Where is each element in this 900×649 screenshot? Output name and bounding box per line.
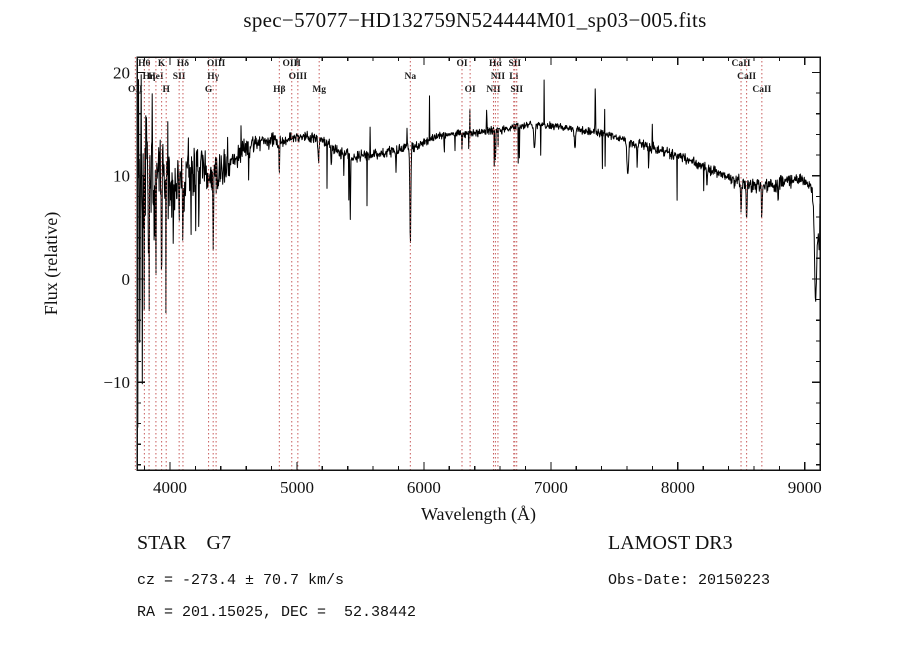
line-label: CaII <box>737 72 756 82</box>
line-label: Hδ <box>177 59 189 69</box>
x-tick-label: 6000 <box>407 478 441 497</box>
line-label: CaII <box>732 59 751 69</box>
line-label: OIII <box>207 59 226 69</box>
tick-labels: 4000 5000 6000 7000 8000 9000 −10 0 10 20 <box>103 63 821 497</box>
x-tick-label: 5000 <box>280 478 314 497</box>
line-label: Hβ <box>273 85 285 95</box>
line-label: SII <box>173 72 186 82</box>
x-tick-label: 7000 <box>534 478 568 497</box>
line-label: Hη <box>143 72 156 82</box>
line-label: NII <box>491 72 506 82</box>
line-label: OII <box>128 85 143 95</box>
line-label: CaII <box>752 85 771 95</box>
line-label: HeI <box>148 72 164 82</box>
spectral-line-markers: OIIHθHηHeIKHSIIHδGHγOIIIHβOIIIOIIIMgNaOI… <box>128 57 772 470</box>
line-label: Hθ <box>138 59 150 69</box>
line-label: Na <box>405 72 417 82</box>
y-tick-label: 0 <box>122 270 131 289</box>
y-tick-label: −10 <box>103 373 130 392</box>
line-label: Hγ <box>207 72 219 82</box>
line-label: OI <box>465 85 476 95</box>
line-label: Mg <box>312 85 326 95</box>
line-label: OI <box>456 59 467 69</box>
line-label: SII <box>510 85 523 95</box>
x-axis-label: Wavelength (Å) <box>421 504 536 525</box>
line-label: G <box>205 85 213 95</box>
plot-title: spec−57077−HD132759N524444M01_sp03−005.f… <box>243 8 707 32</box>
x-tick-label: 9000 <box>788 478 822 497</box>
x-tick-label: 8000 <box>661 478 695 497</box>
y-tick-label: 20 <box>113 63 130 82</box>
object-class-label: STAR G7 <box>137 532 231 554</box>
ra-dec-value: RA = 201.15025, DEC = 52.38442 <box>137 604 417 621</box>
line-label: SII <box>508 59 521 69</box>
y-axis-label: Flux (relative) <box>41 212 62 315</box>
line-label: H <box>163 85 171 95</box>
line-label: OIII <box>283 59 302 69</box>
line-label: NII <box>486 85 501 95</box>
axis-ticks <box>137 57 820 470</box>
obs-date: Obs-Date: 20150223 <box>608 572 771 589</box>
cz-value: cz = -273.4 ± 70.7 km/s <box>137 572 345 589</box>
spectrum-plot: OIIHθHηHeIKHSIIHδGHγOIIIHβOIIIOIIIMgNaOI… <box>41 56 822 525</box>
line-label: OIII <box>289 72 308 82</box>
line-label: K <box>158 59 166 69</box>
axis-frame <box>136 56 821 471</box>
y-tick-label: 10 <box>113 167 130 186</box>
spectrum-trace <box>137 74 820 428</box>
x-tick-label: 4000 <box>153 478 187 497</box>
survey-label: LAMOST DR3 <box>608 532 733 554</box>
line-label: Li <box>509 72 518 82</box>
line-label: Hα <box>489 59 502 69</box>
